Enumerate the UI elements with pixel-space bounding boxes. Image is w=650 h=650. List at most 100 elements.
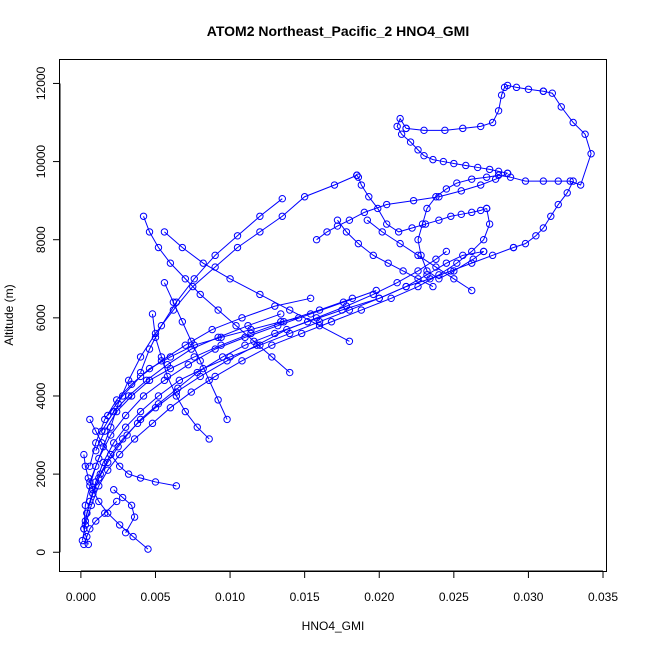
data-point xyxy=(435,271,443,279)
data-point xyxy=(383,220,391,228)
data-point xyxy=(278,212,286,220)
y-tick-label: 8000 xyxy=(34,226,48,253)
data-point xyxy=(396,239,404,248)
data-point xyxy=(107,450,115,459)
series xyxy=(363,216,476,295)
data-point xyxy=(521,239,530,248)
data-point xyxy=(101,509,109,517)
data-point xyxy=(115,450,124,459)
data-point xyxy=(482,173,491,181)
data-point xyxy=(468,175,476,183)
data-point xyxy=(223,415,231,424)
data-point xyxy=(145,364,154,373)
data-point xyxy=(84,540,93,549)
data-point xyxy=(247,329,255,338)
series xyxy=(414,87,595,283)
data-point xyxy=(354,239,363,248)
data-point xyxy=(453,259,461,267)
series xyxy=(104,294,315,420)
series xyxy=(509,177,577,252)
data-point xyxy=(500,83,509,92)
series-line xyxy=(86,251,447,514)
data-point xyxy=(160,278,169,287)
data-point xyxy=(509,243,518,252)
y-tick-label: 4000 xyxy=(34,382,48,409)
y-tick-label: 6000 xyxy=(34,304,48,331)
x-axis-label: HNO4_GMI xyxy=(302,619,365,633)
data-point xyxy=(136,353,145,361)
series xyxy=(333,216,437,291)
data-point xyxy=(271,329,279,338)
data-point xyxy=(130,513,139,521)
data-point xyxy=(136,474,145,482)
data-point xyxy=(442,247,451,256)
data-point xyxy=(441,126,449,135)
data-point xyxy=(181,275,190,283)
plot-area xyxy=(78,81,595,553)
data-point xyxy=(476,122,485,131)
data-point xyxy=(118,392,127,400)
data-point xyxy=(166,404,175,412)
series xyxy=(160,278,231,424)
data-point xyxy=(166,259,175,267)
data-point xyxy=(92,517,100,525)
data-point xyxy=(124,470,133,478)
data-point xyxy=(144,545,152,553)
series xyxy=(139,212,294,377)
data-point xyxy=(283,325,291,334)
data-point xyxy=(485,220,494,228)
data-point xyxy=(256,228,264,236)
data-point xyxy=(181,341,190,349)
data-point xyxy=(157,353,166,361)
data-point xyxy=(563,189,571,197)
series-line xyxy=(513,180,574,248)
data-point xyxy=(297,329,306,338)
data-point xyxy=(133,419,142,428)
data-point xyxy=(468,286,476,295)
x-tick-label: 0.000 xyxy=(66,590,96,604)
data-point xyxy=(118,493,127,502)
data-point xyxy=(488,118,497,127)
data-point xyxy=(92,427,100,435)
data-point xyxy=(189,282,197,291)
chart-title: ATOM2 Northeast_Pacific_2 HNO4_GMI xyxy=(207,23,469,39)
data-point xyxy=(521,177,530,185)
data-point xyxy=(80,450,88,459)
data-point xyxy=(81,517,90,525)
data-point xyxy=(238,357,246,365)
data-point xyxy=(199,364,207,373)
series xyxy=(80,497,121,549)
data-point xyxy=(554,177,562,185)
data-point xyxy=(175,376,184,385)
data-point xyxy=(92,439,100,447)
data-point xyxy=(414,146,422,154)
data-point xyxy=(394,228,403,236)
data-point xyxy=(365,193,373,201)
data-point xyxy=(453,179,461,187)
data-point xyxy=(457,210,465,219)
data-point xyxy=(393,122,401,131)
x-tick-label: 0.010 xyxy=(215,590,245,604)
data-point xyxy=(110,486,118,494)
data-point xyxy=(278,194,286,203)
data-point xyxy=(163,372,172,381)
data-point xyxy=(414,267,422,275)
x-axis: 0.000 0.005 0.010 0.015 0.020 0.025 0.030 0.035 xyxy=(66,570,618,604)
data-point xyxy=(363,216,372,224)
data-point xyxy=(151,333,160,342)
data-point xyxy=(223,357,231,365)
series-line xyxy=(107,297,311,416)
data-point xyxy=(226,275,234,283)
series-line xyxy=(316,172,508,241)
series-line xyxy=(113,489,136,533)
data-point xyxy=(104,466,112,474)
data-point xyxy=(554,200,562,209)
data-point xyxy=(86,415,94,424)
x-tick-label: 0.030 xyxy=(513,590,543,604)
series-line xyxy=(164,231,350,342)
data-point xyxy=(442,259,451,267)
data-point xyxy=(286,306,294,314)
data-point xyxy=(268,353,276,361)
data-point xyxy=(233,243,242,252)
data-point xyxy=(423,204,431,213)
